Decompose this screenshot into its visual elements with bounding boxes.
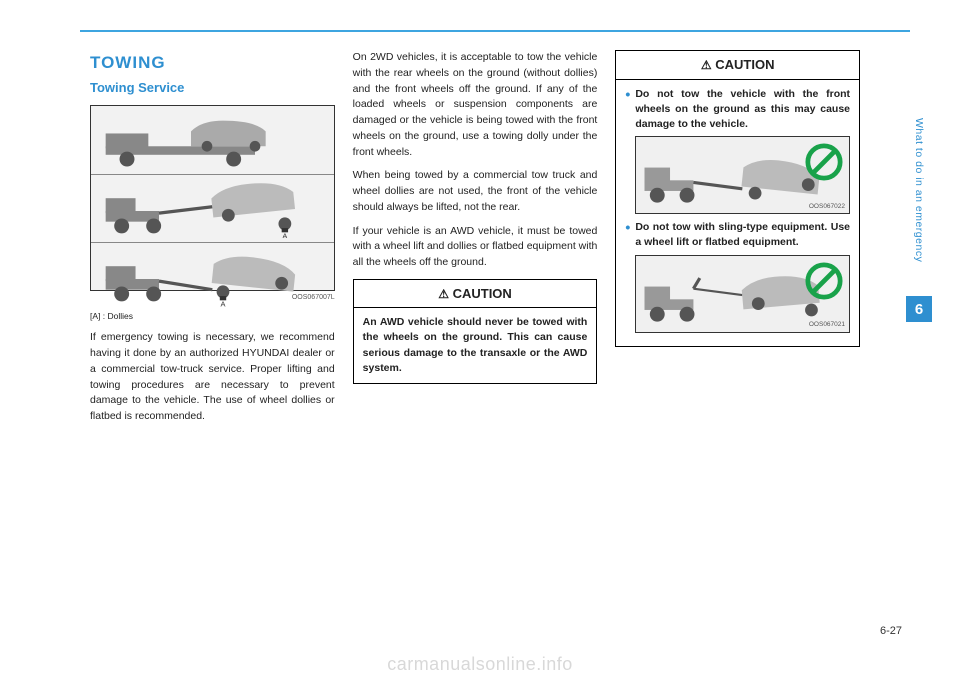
content-columns: TOWING Towing Service bbox=[90, 50, 860, 433]
caution-label-2: CAUTION bbox=[715, 57, 774, 72]
caution-header-2: ⚠ CAUTION bbox=[616, 51, 859, 80]
figure-row-wheel-lift-front: A bbox=[91, 243, 334, 311]
column-3: ⚠ CAUTION Do not tow the vehicle with th… bbox=[615, 50, 860, 433]
caution-label: CAUTION bbox=[453, 286, 512, 301]
chapter-number-box: 6 bbox=[906, 296, 932, 322]
page-number: 6-27 bbox=[880, 625, 902, 637]
side-tab: What to do in an emergency 6 bbox=[908, 90, 930, 322]
section-subtitle: Towing Service bbox=[90, 78, 335, 98]
side-chapter-label: What to do in an emergency bbox=[913, 90, 925, 290]
watermark: carmanualsonline.info bbox=[0, 654, 960, 675]
prohibit-icon-2 bbox=[805, 262, 843, 300]
caution-fig1-label: OOS067022 bbox=[809, 202, 845, 211]
warning-icon-2: ⚠ bbox=[701, 58, 712, 72]
caution-item-2: Do not tow with sling-type equipment. Us… bbox=[625, 220, 850, 332]
caution-item-1-text: Do not tow the vehicle with the front wh… bbox=[635, 88, 850, 130]
column-1: TOWING Towing Service bbox=[90, 50, 335, 433]
caution-body-towing: Do not tow the vehicle with the front wh… bbox=[616, 80, 859, 346]
section-title: TOWING bbox=[90, 50, 335, 76]
caution-header: ⚠ CAUTION bbox=[354, 280, 597, 309]
dollies-note: [A] : Dollies bbox=[90, 310, 335, 323]
caution-box-awd: ⚠ CAUTION An AWD vehicle should never be… bbox=[353, 279, 598, 384]
dolly-marker-a-2: A bbox=[221, 300, 226, 307]
figure-towing-methods: A A bbox=[90, 105, 335, 291]
caution-item-1: Do not tow the vehicle with the front wh… bbox=[625, 87, 850, 215]
caution-figure-1: OOS067022 bbox=[635, 136, 850, 214]
wheel-lift-front-icon: A bbox=[95, 247, 330, 307]
column-2: On 2WD vehicles, it is acceptable to tow… bbox=[353, 50, 598, 433]
caution-item-2-text: Do not tow with sling-type equipment. Us… bbox=[635, 221, 850, 248]
col2-paragraph-1: On 2WD vehicles, it is acceptable to tow… bbox=[353, 50, 598, 160]
prohibit-icon-1 bbox=[805, 143, 843, 181]
warning-icon: ⚠ bbox=[438, 287, 449, 301]
col1-paragraph-1: If emergency towing is necessary, we rec… bbox=[90, 330, 335, 425]
top-rule bbox=[80, 30, 910, 32]
caution-figure-2: OOS067021 bbox=[635, 255, 850, 333]
dolly-marker-a: A bbox=[282, 231, 287, 238]
figure-row-flatbed bbox=[91, 106, 334, 175]
caution-body-awd: An AWD vehicle should never be towed wit… bbox=[354, 308, 597, 383]
col2-paragraph-3: If your vehicle is an AWD vehicle, it mu… bbox=[353, 224, 598, 271]
flatbed-truck-icon bbox=[95, 110, 330, 170]
caution-box-towing: ⚠ CAUTION Do not tow the vehicle with th… bbox=[615, 50, 860, 347]
caution-fig2-label: OOS067021 bbox=[809, 320, 845, 329]
col2-paragraph-2: When being towed by a commercial tow tru… bbox=[353, 168, 598, 215]
wheel-lift-rear-icon: A bbox=[95, 179, 330, 239]
figure-row-wheel-lift-rear: A bbox=[91, 175, 334, 244]
